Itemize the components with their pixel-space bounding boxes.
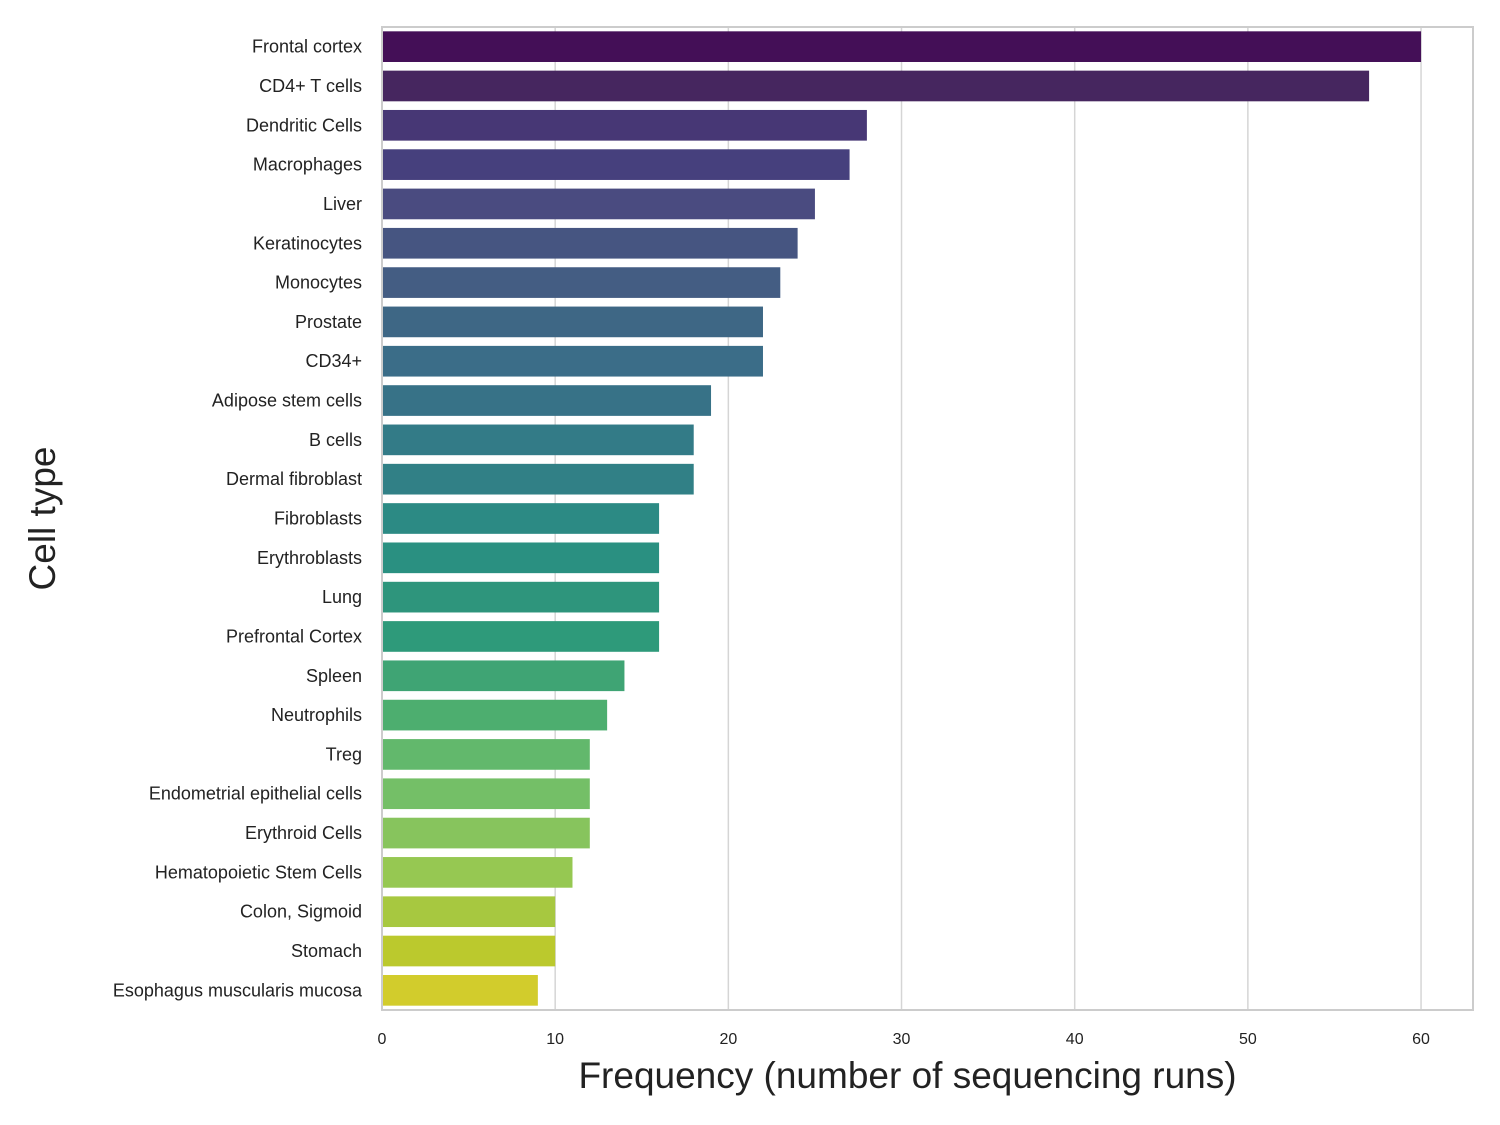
y-tick-label: CD4+ T cells: [259, 76, 362, 96]
x-axis-label: Frequency (number of sequencing runs): [578, 1055, 1236, 1096]
y-tick-label: CD34+: [305, 351, 362, 371]
y-tick-label: Treg: [326, 744, 362, 764]
y-tick-label: Colon, Sigmoid: [240, 902, 362, 922]
plot-frame: [381, 26, 1474, 1011]
y-tick-label: Esophagus muscularis mucosa: [113, 980, 363, 1000]
bar: [382, 581, 660, 613]
bar: [382, 699, 608, 731]
y-tick-label: Monocytes: [275, 273, 362, 293]
y-tick-label: Dermal fibroblast: [226, 469, 362, 489]
y-tick-label: Hematopoietic Stem Cells: [155, 862, 362, 882]
y-tick-label: Prostate: [295, 312, 362, 332]
y-tick-labels: Frontal cortex CD4+ T cells Dendritic Cell…: [113, 37, 363, 1001]
bars: [382, 31, 1422, 1006]
bar: [382, 935, 556, 967]
y-tick-label: Stomach: [291, 941, 362, 961]
x-tick-label: 10: [546, 1031, 564, 1048]
y-tick-label: Erythroblasts: [257, 548, 362, 568]
y-tick-label: Dendritic Cells: [246, 115, 362, 135]
y-tick-label: Frontal cortex: [252, 37, 362, 57]
bar: [382, 109, 867, 141]
x-tick-label: 40: [1066, 1031, 1084, 1048]
bar: [382, 817, 590, 849]
bar: [382, 70, 1370, 102]
y-tick-label: Adipose stem cells: [212, 391, 362, 411]
y-tick-label: Spleen: [306, 666, 362, 686]
y-axis-label: Cell type: [22, 447, 63, 591]
y-tick-label: Neutrophils: [271, 705, 362, 725]
bar: [382, 621, 660, 652]
bar: [382, 424, 694, 456]
y-tick-label: Fibroblasts: [274, 509, 362, 529]
bar: [382, 503, 660, 534]
x-tick-labels: 0 10 20 30 40 50 60: [378, 1031, 1431, 1048]
bar: [382, 975, 538, 1006]
bar: [382, 857, 573, 888]
bar: [382, 739, 590, 770]
y-tick-label: Keratinocytes: [253, 233, 362, 253]
x-tick-label: 30: [893, 1031, 911, 1048]
bar: [382, 149, 850, 180]
bar: [382, 267, 781, 298]
bar: [382, 227, 798, 259]
y-tick-label: Macrophages: [253, 155, 362, 175]
y-tick-label: Endometrial epithelial cells: [149, 784, 362, 804]
bar: [382, 188, 815, 220]
bar: [382, 660, 625, 692]
x-tick-label: 20: [719, 1031, 737, 1048]
y-tick-label: Erythroid Cells: [245, 823, 362, 843]
bar: [382, 31, 1422, 62]
bar: [382, 542, 660, 574]
x-tick-label: 60: [1412, 1031, 1430, 1048]
x-tick-label: 0: [378, 1031, 387, 1048]
x-tick-label: 50: [1239, 1031, 1257, 1048]
bar: [382, 345, 763, 377]
bar: [382, 385, 712, 416]
y-tick-label: Liver: [323, 194, 362, 214]
y-tick-label: B cells: [309, 430, 362, 450]
y-tick-label: Lung: [322, 587, 362, 607]
bar: [382, 896, 556, 928]
bar: [382, 463, 694, 495]
bar: [382, 306, 763, 338]
bar: [382, 778, 590, 810]
y-tick-label: Prefrontal Cortex: [226, 626, 362, 646]
